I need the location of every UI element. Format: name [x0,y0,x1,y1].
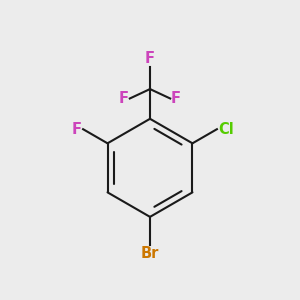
Text: F: F [145,51,155,66]
Text: Br: Br [141,246,159,261]
Text: F: F [119,91,129,106]
Text: Cl: Cl [218,122,234,137]
Text: F: F [171,91,181,106]
Text: F: F [72,122,82,137]
